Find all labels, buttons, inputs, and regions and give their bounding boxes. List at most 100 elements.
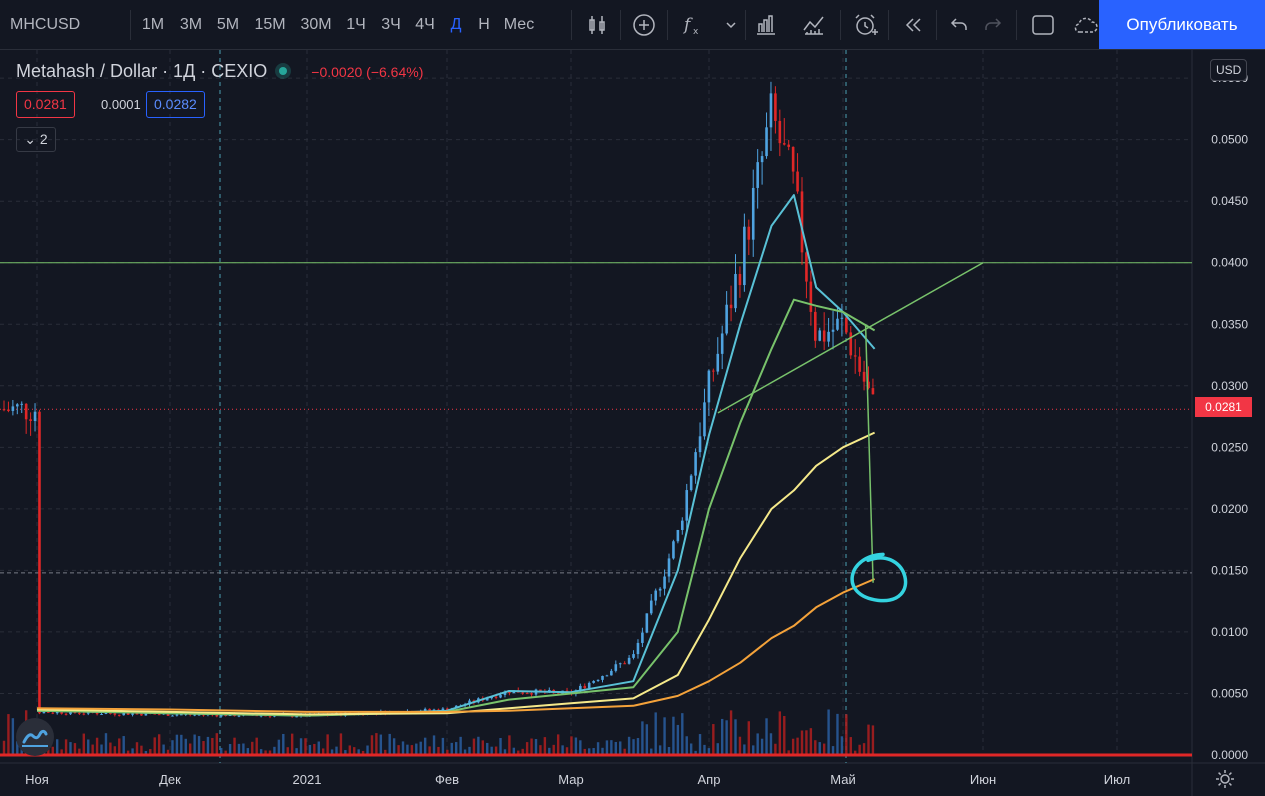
volume-bar xyxy=(499,737,502,755)
candle-body xyxy=(29,419,32,421)
volume-bar xyxy=(814,740,817,755)
candle-body xyxy=(712,370,715,372)
interval-7[interactable]: 4Ч xyxy=(415,16,435,33)
add-compare-icon[interactable] xyxy=(631,12,657,38)
candle-body xyxy=(658,588,662,591)
interval-8[interactable]: Д xyxy=(450,16,462,33)
candle-body xyxy=(672,541,675,559)
interval-1[interactable]: 3М xyxy=(179,16,203,33)
volume-bar xyxy=(153,737,156,755)
volume-bar xyxy=(344,750,347,755)
currency-badge[interactable]: USD xyxy=(1210,59,1248,81)
bar-style-icon[interactable] xyxy=(584,12,610,38)
volume-bar xyxy=(760,738,764,755)
volume-bar xyxy=(224,750,227,755)
publish-button[interactable]: Опубликовать xyxy=(1099,0,1265,49)
chart-canvas[interactable]: 0.05500.05000.04500.04000.03500.03000.02… xyxy=(0,50,1265,796)
volume-bar xyxy=(206,736,210,755)
interval-2[interactable]: 5М xyxy=(216,16,240,33)
interval-0[interactable]: 1М xyxy=(141,16,165,33)
volume-bar xyxy=(676,724,680,755)
gear-icon[interactable] xyxy=(1214,768,1236,790)
price-chart[interactable]: 0.05500.05000.04500.04000.03500.03000.02… xyxy=(0,50,1265,796)
volume-bar xyxy=(822,743,826,755)
rewind-icon[interactable] xyxy=(900,12,926,38)
alert-icon[interactable] xyxy=(852,12,878,38)
candle-body xyxy=(104,712,108,715)
volume-bar xyxy=(446,749,449,755)
volume-bar xyxy=(596,742,600,755)
symbol-legend: Metahash / Dollar · 1Д · CEXIO −0.0020 (−… xyxy=(16,60,423,82)
interval-3[interactable]: 15М xyxy=(254,16,286,33)
volume-bar xyxy=(220,747,223,755)
volume-bar xyxy=(703,744,706,755)
volume-bar xyxy=(654,712,657,755)
volume-bar xyxy=(450,742,453,755)
volume-bar xyxy=(16,741,19,755)
volume-bar xyxy=(375,733,378,755)
volume-bar xyxy=(313,743,316,755)
volume-bar xyxy=(490,746,493,755)
candle-body xyxy=(827,331,830,342)
bid-price[interactable]: 0.0281 xyxy=(16,91,75,118)
ma-line-1[interactable] xyxy=(36,298,876,717)
candle-body xyxy=(95,712,99,715)
ma-line-3[interactable] xyxy=(36,578,875,713)
candle-body xyxy=(193,714,196,716)
symbol-search[interactable]: MHCUSD xyxy=(10,16,81,33)
interval-5[interactable]: 1Ч xyxy=(346,16,366,33)
toolbar-divider xyxy=(620,10,621,40)
candle-body xyxy=(814,311,817,341)
volume-bar xyxy=(534,739,538,755)
trend-line-drawing[interactable] xyxy=(717,262,984,414)
volume-bar xyxy=(295,748,298,755)
volume-bar xyxy=(211,738,214,755)
indicators-collapse-toggle[interactable]: ⌄ 2 xyxy=(16,127,56,152)
volume-bar xyxy=(308,744,312,755)
volume-bar xyxy=(144,750,148,755)
projection-line-drawing[interactable] xyxy=(864,324,874,583)
volume-bar xyxy=(361,750,365,755)
last-price-tag: 0.0281 xyxy=(1195,397,1252,417)
tradingview-logo-icon[interactable] xyxy=(16,718,54,756)
candle-body xyxy=(468,700,471,705)
interval-6[interactable]: 3Ч xyxy=(381,16,401,33)
volume-bar xyxy=(459,736,462,755)
candle-body xyxy=(720,333,724,354)
volume-bar xyxy=(685,736,688,755)
candle-body xyxy=(605,675,609,677)
volume-bar xyxy=(437,746,440,755)
candle-body xyxy=(525,693,529,695)
chevron-down-icon[interactable] xyxy=(718,12,744,38)
volume-bar xyxy=(721,718,724,755)
volume-bar xyxy=(242,743,245,755)
cloud-icon[interactable] xyxy=(1072,12,1098,38)
volume-bar xyxy=(681,713,684,755)
volume-bar xyxy=(255,737,258,755)
interval-4[interactable]: 30М xyxy=(300,16,332,33)
candle-body xyxy=(836,318,839,330)
interval-10[interactable]: Мес xyxy=(503,16,535,33)
ma-line-0[interactable] xyxy=(36,194,876,717)
highlight-circle-drawing[interactable] xyxy=(850,552,908,603)
volume-bar xyxy=(419,741,422,755)
candle-body xyxy=(47,711,50,713)
symbol-title[interactable]: Metahash / Dollar · 1Д · CEXIO xyxy=(16,61,268,81)
compare-icon[interactable] xyxy=(801,12,827,38)
templates-icon[interactable] xyxy=(753,12,779,38)
candle-body xyxy=(42,711,46,714)
candle-body xyxy=(769,93,773,128)
volume-bar xyxy=(481,740,484,755)
volume-bar xyxy=(348,745,351,755)
ask-price[interactable]: 0.0282 xyxy=(146,91,205,118)
volume-bar xyxy=(707,748,711,755)
undo-icon[interactable] xyxy=(946,12,972,38)
volume-bar xyxy=(778,711,782,755)
redo-icon[interactable] xyxy=(980,12,1006,38)
ma-line-2[interactable] xyxy=(36,431,876,716)
volume-bar xyxy=(392,738,396,755)
interval-9[interactable]: Н xyxy=(478,16,490,33)
candle-body xyxy=(725,304,728,334)
layout-icon[interactable] xyxy=(1030,12,1056,38)
